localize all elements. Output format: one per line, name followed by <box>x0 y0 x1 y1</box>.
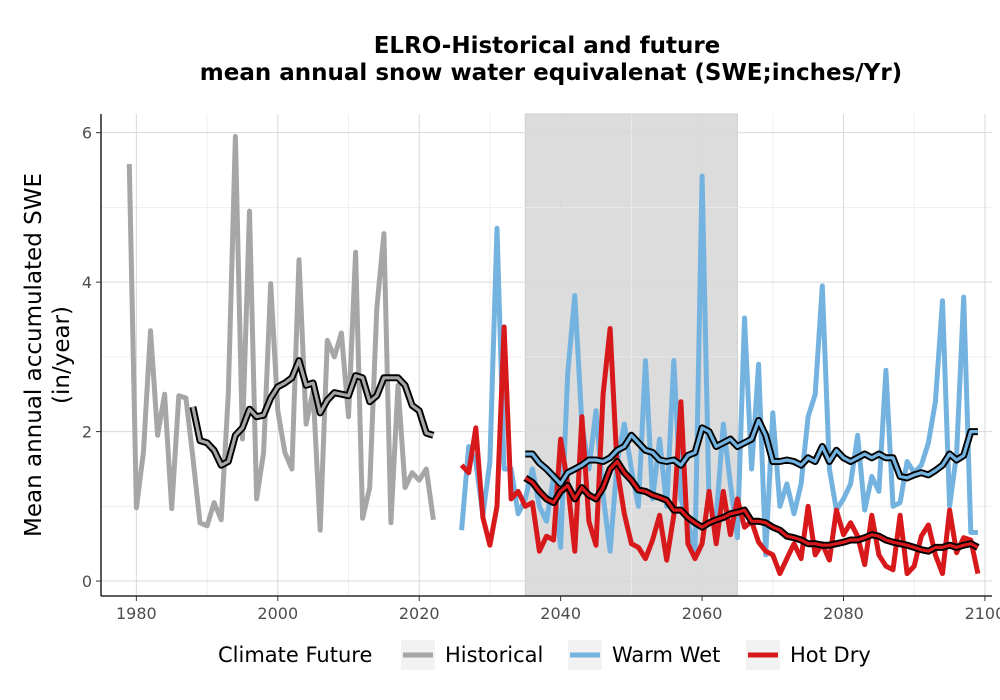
smooth-line-warm-wet <box>525 418 978 486</box>
x-tick-label: 2060 <box>682 604 723 623</box>
x-tick-label: 2000 <box>257 604 298 623</box>
y-tick-label: 6 <box>82 124 92 143</box>
x-tick-label: 1980 <box>116 604 157 623</box>
smooth-line-hot-dry <box>524 459 979 553</box>
legend-label-historical: Historical <box>445 643 543 667</box>
smooth-line-historical <box>191 359 434 467</box>
legend-title: Climate Future <box>218 643 372 667</box>
y-axis-title-line2: (in/year) <box>49 306 75 404</box>
x-tick-label: 2020 <box>399 604 440 623</box>
y-axis-title-line1: Mean annual accumulated SWE <box>21 173 47 537</box>
series-lines <box>126 133 981 577</box>
legend-label-warm-wet: Warm Wet <box>612 643 720 667</box>
series-line-warm-wet <box>459 173 978 558</box>
chart-title: ELRO-Historical and future <box>374 33 721 59</box>
series-line-historical <box>126 133 436 533</box>
y-tick-label: 4 <box>82 273 92 292</box>
legend-label-hot-dry: Hot Dry <box>790 643 871 667</box>
x-tick-label: 2040 <box>540 604 581 623</box>
chart-subtitle: mean annual snow water equivalenat (SWE;… <box>200 60 902 86</box>
x-tick-label: 2080 <box>823 604 864 623</box>
y-tick-label: 2 <box>82 423 92 442</box>
legend: Climate Future Historical Warm Wet Hot Dry <box>218 640 871 670</box>
y-tick-label: 0 <box>82 572 92 591</box>
